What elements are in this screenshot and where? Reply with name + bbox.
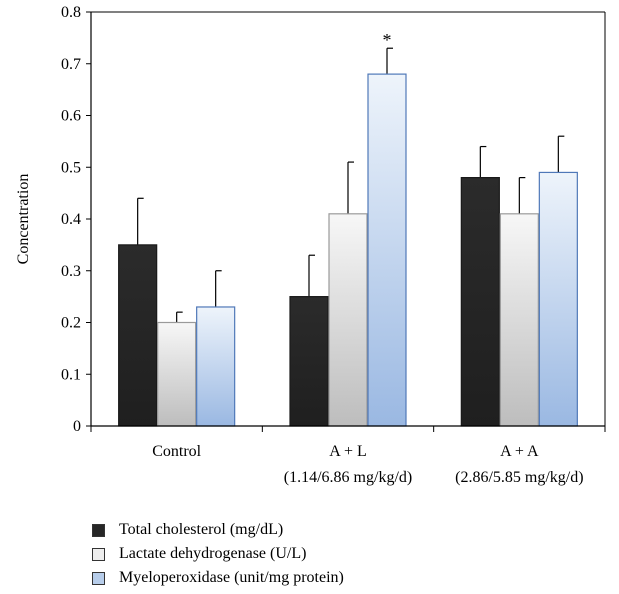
- legend-item: Myeloperoxidase (unit/mg protein): [92, 566, 344, 590]
- y-tick-label: 0.1: [61, 366, 81, 383]
- legend-item: Lactate dehydrogenase (U/L): [92, 542, 344, 566]
- x-tick-label-sub: (1.14/6.86 mg/kg/d): [284, 469, 412, 486]
- bar: [289, 296, 329, 427]
- legend-label: Lactate dehydrogenase (U/L): [119, 545, 307, 562]
- legend-label: Myeloperoxidase (unit/mg protein): [119, 569, 344, 586]
- bar: [118, 244, 158, 427]
- y-tick-label: 0: [73, 418, 81, 435]
- legend-swatch-myeloperoxidase: [92, 571, 105, 585]
- y-tick-label: 0.7: [61, 56, 81, 73]
- y-tick-label: 0.6: [61, 108, 81, 125]
- x-tick-label-sub: (2.86/5.85 mg/kg/d): [455, 469, 583, 486]
- bar: [499, 213, 539, 427]
- legend-label: Total cholesterol (mg/dL): [119, 521, 284, 538]
- y-tick-label: 0.4: [61, 211, 81, 228]
- legend: Total cholesterol (mg/dL) Lactate dehydr…: [92, 518, 344, 590]
- y-axis-label: Concentration: [15, 174, 32, 265]
- legend-swatch-lactate-dehydrogenase: [92, 547, 105, 561]
- y-tick-label: 0.5: [61, 159, 81, 176]
- bar-chart: 0 0.1 0.2 0.3 0.4 0.5 0.6 0.7 0.8 Concentration Co…: [15, 4, 606, 486]
- bar: [157, 321, 197, 427]
- bar: [538, 171, 578, 427]
- legend-swatch-total-cholesterol: [92, 523, 105, 537]
- legend-item: Total cholesterol (mg/dL): [92, 518, 344, 542]
- y-tick-label: 0.8: [61, 4, 81, 21]
- bar: [460, 177, 500, 427]
- x-tick-label: A + A: [500, 443, 539, 460]
- y-tick-label: 0.3: [61, 263, 81, 280]
- bar: [367, 73, 407, 427]
- significance-marker: *: [383, 30, 392, 50]
- x-tick-label: Control: [152, 443, 201, 460]
- bar: [328, 213, 368, 427]
- y-tick-label: 0.2: [61, 315, 81, 332]
- bar: [196, 306, 236, 427]
- x-tick-label: A + L: [329, 443, 366, 460]
